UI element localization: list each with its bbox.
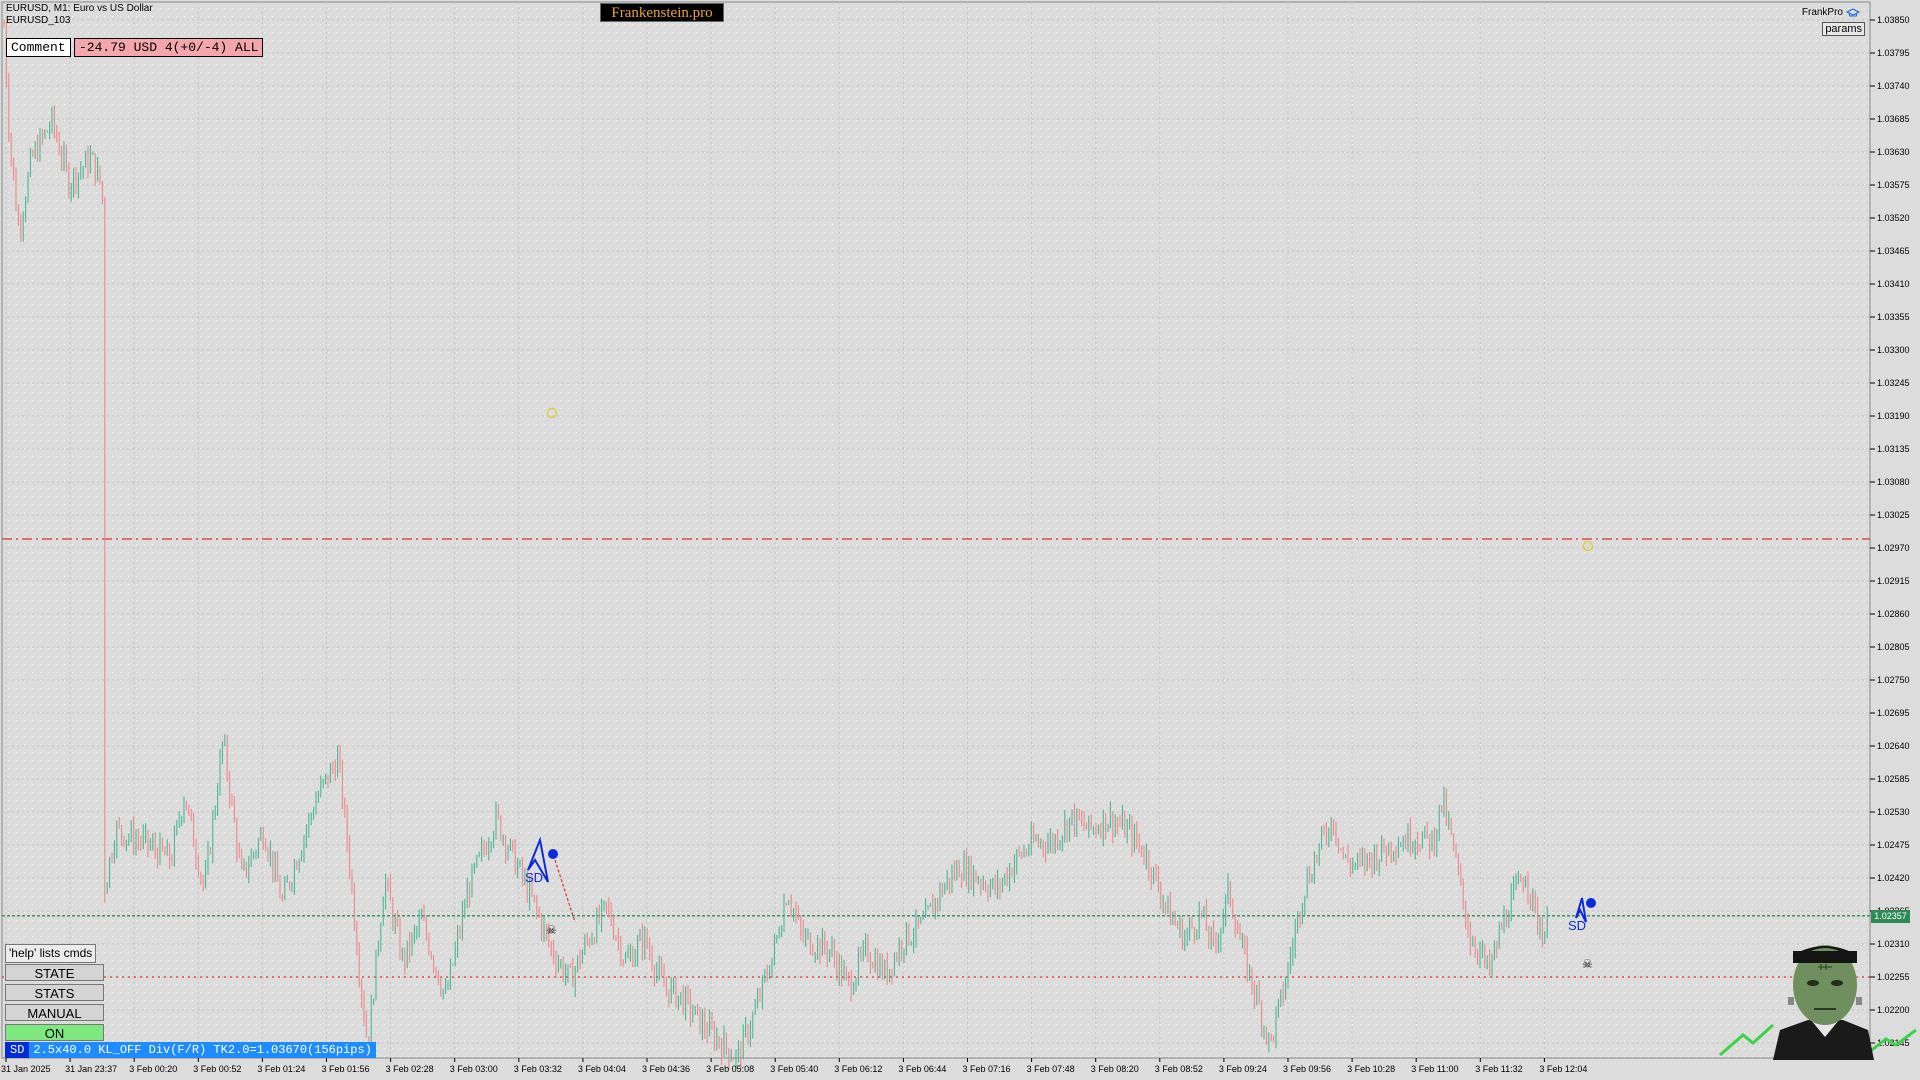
skull-icon: ☠ <box>1582 957 1593 971</box>
grid <box>2 2 1870 1058</box>
x-tick-label: 3 Feb 07:16 <box>963 1064 1011 1074</box>
frankpro-text: FrankPro <box>1801 7 1843 18</box>
skull-icon: ☠ <box>546 923 557 937</box>
y-tick-label: 1.02915 <box>1877 576 1910 586</box>
y-tick-label: 1.03465 <box>1877 246 1910 256</box>
y-tick-label: 1.03080 <box>1877 477 1910 487</box>
price-levels <box>2 538 1870 978</box>
symbol-subtitle: EURUSD_103 <box>6 15 71 26</box>
y-tick-label: 1.02860 <box>1877 609 1910 619</box>
y-tick-label: 1.02970 <box>1877 543 1910 553</box>
x-tick-label: 3 Feb 05:08 <box>706 1064 754 1074</box>
x-tick-label: 3 Feb 12:04 <box>1539 1064 1587 1074</box>
y-tick-label: 1.03135 <box>1877 444 1910 454</box>
y-tick-label: 1.03630 <box>1877 147 1910 157</box>
y-tick-label: 1.03795 <box>1877 48 1910 58</box>
y-tick-label: 1.03410 <box>1877 279 1910 289</box>
current-price-label: 1.02357 <box>1871 909 1910 923</box>
candles <box>3 19 1548 1070</box>
trade-arrow-icon <box>527 836 549 883</box>
x-tick-label: 3 Feb 04:04 <box>578 1064 626 1074</box>
x-tick-label: 3 Feb 00:52 <box>193 1064 241 1074</box>
smiley-icon <box>1582 540 1594 552</box>
x-tick-label: 3 Feb 09:24 <box>1219 1064 1267 1074</box>
frankenstein-avatar-icon <box>1719 945 1917 1060</box>
y-tick-label: 1.02255 <box>1877 972 1910 982</box>
x-tick-label: 3 Feb 03:00 <box>450 1064 498 1074</box>
x-tick-label: 31 Jan 23:37 <box>65 1064 117 1074</box>
y-tick-label: 1.02805 <box>1877 642 1910 652</box>
y-tick-label: 1.03300 <box>1877 345 1910 355</box>
y-tick-label: 1.03685 <box>1877 114 1910 124</box>
y-tick-label: 1.02530 <box>1877 807 1910 817</box>
status-tag: SD <box>5 1042 30 1058</box>
x-tick-label: 3 Feb 01:24 <box>257 1064 305 1074</box>
graduation-cap-icon <box>1846 7 1860 17</box>
x-tick-label: 31 Jan 2025 <box>1 1064 51 1074</box>
order-icon <box>1586 898 1596 908</box>
y-tick-label: 1.03190 <box>1877 411 1910 421</box>
y-tick-label: 1.03520 <box>1877 213 1910 223</box>
smiley-icon <box>546 407 558 419</box>
x-tick-label: 3 Feb 10:28 <box>1347 1064 1395 1074</box>
status-bar: SD 2.5x40.0 KL_OFF Div(F/R) TK2.0=1.0367… <box>5 1042 376 1058</box>
order-icon <box>548 849 558 859</box>
state-button[interactable]: STATE <box>5 964 104 981</box>
y-tick-label: 1.03740 <box>1877 81 1910 91</box>
help-button[interactable]: 'help' lists cmds <box>5 944 97 963</box>
y-tick-label: 1.02420 <box>1877 873 1910 883</box>
x-tick-label: 3 Feb 06:12 <box>834 1064 882 1074</box>
y-tick-label: 1.03355 <box>1877 312 1910 322</box>
stats-button[interactable]: STATS <box>5 984 104 1001</box>
pnl-display: -24.79 USD 4(+0/-4) ALL <box>74 38 264 57</box>
x-tick-label: 3 Feb 00:20 <box>129 1064 177 1074</box>
x-tick-label: 3 Feb 05:40 <box>770 1064 818 1074</box>
y-tick-label: 1.02475 <box>1877 840 1910 850</box>
sd-marker-label: SD <box>1568 918 1586 933</box>
y-tick-label: 1.02750 <box>1877 675 1910 685</box>
x-tick-label: 3 Feb 09:56 <box>1283 1064 1331 1074</box>
y-tick-label: 1.02310 <box>1877 939 1910 949</box>
x-tick-label: 3 Feb 01:56 <box>322 1064 370 1074</box>
trade-markers: SD ☠ SD ☠ <box>525 407 1596 971</box>
y-tick-label: 1.02585 <box>1877 774 1910 784</box>
y-tick-label: 1.03850 <box>1877 15 1910 25</box>
status-text: 2.5x40.0 KL_OFF Div(F/R) TK2.0=1.03670(1… <box>33 1043 372 1057</box>
y-tick-label: 1.02695 <box>1877 708 1910 718</box>
on-toggle-button[interactable]: ON <box>5 1024 104 1041</box>
stop-line-icon <box>554 859 576 923</box>
sd-marker-label: SD <box>525 870 543 885</box>
x-tick-label: 3 Feb 08:52 <box>1155 1064 1203 1074</box>
manual-button[interactable]: MANUAL <box>5 1004 104 1021</box>
y-tick-label: 1.03025 <box>1877 510 1910 520</box>
x-tick-label: 3 Feb 06:44 <box>898 1064 946 1074</box>
x-tick-label: 3 Feb 02:28 <box>386 1064 434 1074</box>
symbol-title: EURUSD, M1: Euro vs US Dollar <box>6 3 153 14</box>
x-tick-label: 3 Feb 07:48 <box>1027 1064 1075 1074</box>
x-tick-label: 3 Feb 11:32 <box>1475 1064 1522 1074</box>
x-tick-label: 3 Feb 11:00 <box>1411 1064 1458 1074</box>
brand-banner[interactable]: Frankenstein.pro <box>600 3 724 22</box>
y-tick-label: 1.03575 <box>1877 180 1910 190</box>
trade-arrow-icon <box>1575 897 1587 923</box>
x-tick-label: 3 Feb 04:36 <box>642 1064 690 1074</box>
frankpro-label[interactable]: FrankPro <box>1802 7 1860 18</box>
x-tick-label: 3 Feb 08:20 <box>1091 1064 1139 1074</box>
params-button[interactable]: params <box>1822 22 1865 36</box>
y-tick-label: 1.02640 <box>1877 741 1910 751</box>
plot-area <box>1 1 1871 1059</box>
y-tick-label: 1.03245 <box>1877 378 1910 388</box>
x-tick-label: 3 Feb 03:32 <box>514 1064 562 1074</box>
comment-button[interactable]: Comment <box>6 38 71 57</box>
y-tick-label: 1.02200 <box>1877 1005 1910 1015</box>
